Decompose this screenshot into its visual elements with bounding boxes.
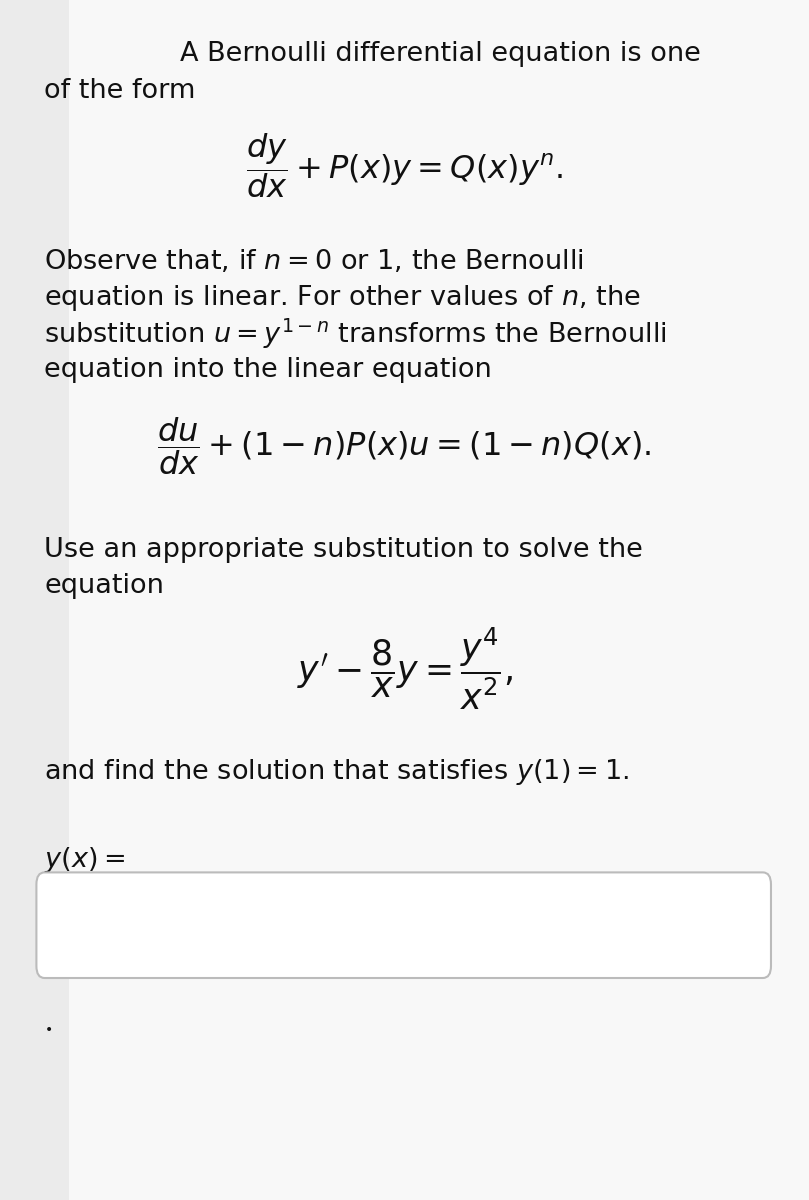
Text: A Bernoulli differential equation is one: A Bernoulli differential equation is one <box>180 41 701 67</box>
Text: •: • <box>44 1022 53 1037</box>
Text: Use an appropriate substitution to solve the: Use an appropriate substitution to solve… <box>44 536 643 563</box>
Text: $\dfrac{dy}{dx} + P(x)y = Q(x)y^n.$: $\dfrac{dy}{dx} + P(x)y = Q(x)y^n.$ <box>246 131 563 200</box>
Text: of the form: of the form <box>44 78 196 104</box>
Text: equation: equation <box>44 572 164 599</box>
Text: and find the solution that satisfies $y(1) = 1$.: and find the solution that satisfies $y(… <box>44 757 629 787</box>
Text: substitution $u = y^{1-n}$ transforms the Bernoulli: substitution $u = y^{1-n}$ transforms th… <box>44 317 667 350</box>
Text: equation into the linear equation: equation into the linear equation <box>44 356 492 383</box>
Text: Observe that, if $n = 0$ or $1$, the Bernoulli: Observe that, if $n = 0$ or $1$, the Ber… <box>44 248 584 275</box>
FancyBboxPatch shape <box>36 872 771 978</box>
Text: $y' - \dfrac{8}{x}y = \dfrac{y^4}{x^2},$: $y' - \dfrac{8}{x}y = \dfrac{y^4}{x^2},$ <box>297 625 512 712</box>
Text: $\dfrac{du}{dx} + (1-n)P(x)u = (1-n)Q(x).$: $\dfrac{du}{dx} + (1-n)P(x)u = (1-n)Q(x)… <box>158 415 651 478</box>
Text: $y(x) =$: $y(x) =$ <box>44 845 125 876</box>
Text: equation is linear. For other values of $n$, the: equation is linear. For other values of … <box>44 282 641 312</box>
